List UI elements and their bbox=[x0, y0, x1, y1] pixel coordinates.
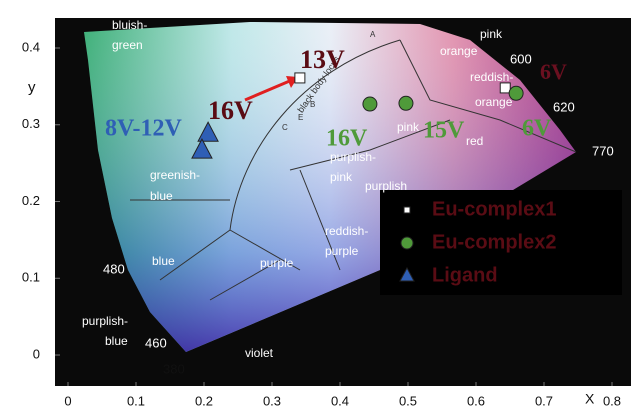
region-label: orange bbox=[440, 44, 478, 58]
y-axis-label: y bbox=[28, 79, 36, 96]
region-label: blue bbox=[150, 189, 173, 203]
region-label: orange bbox=[475, 95, 513, 109]
wavelength-label: 480 bbox=[103, 261, 125, 276]
y-tick-label: 0.2 bbox=[22, 193, 40, 208]
region-label: bluish- bbox=[112, 18, 147, 32]
arrow bbox=[244, 78, 293, 102]
x-tick-label: 0.8 bbox=[603, 393, 621, 408]
point-label: 8V-12V bbox=[105, 116, 183, 142]
marker bbox=[197, 121, 219, 142]
x-tick-label: 0.1 bbox=[127, 393, 145, 408]
region-label: B bbox=[310, 100, 315, 109]
x-tick-label: 0 bbox=[64, 393, 71, 408]
point-label: 16V bbox=[326, 126, 368, 152]
point-label: 6V bbox=[540, 59, 567, 84]
wavelength-label: 600 bbox=[510, 51, 532, 66]
region-label: purplish- bbox=[330, 150, 376, 164]
legend-marker bbox=[399, 266, 415, 282]
x-tick-label: 0.5 bbox=[399, 393, 417, 408]
wavelength-label: 620 bbox=[553, 99, 575, 114]
marker bbox=[499, 82, 511, 94]
region-label: blue bbox=[105, 334, 128, 348]
region-label: pink bbox=[480, 27, 503, 41]
region-label: red bbox=[466, 134, 483, 148]
region-label: reddish- bbox=[470, 70, 513, 84]
region-label: purple bbox=[325, 244, 359, 258]
y-tick-label: 0.3 bbox=[22, 116, 40, 131]
region-label: purple bbox=[260, 256, 294, 270]
wavelength-label: 460 bbox=[145, 335, 167, 350]
wavelength-label: 770 bbox=[592, 143, 614, 158]
region-borders bbox=[130, 39, 577, 301]
region-label: E bbox=[298, 113, 303, 122]
region-label: C bbox=[282, 123, 288, 132]
region-label: greenish- bbox=[150, 168, 200, 182]
legend-label: Eu-complex2 bbox=[432, 231, 556, 253]
x-axis-label: X bbox=[585, 391, 595, 407]
y-tick-label: 0 bbox=[33, 346, 40, 361]
locus-shade bbox=[84, 22, 576, 352]
point-label: 15V bbox=[423, 118, 465, 144]
region-label: blue bbox=[152, 254, 175, 268]
wavelength-label: 380 bbox=[163, 361, 185, 376]
legend-label: Eu-complex1 bbox=[432, 198, 556, 220]
region-label: pink bbox=[330, 170, 353, 184]
marker bbox=[191, 138, 213, 159]
legend-label: Ligand bbox=[432, 264, 498, 286]
region-label: purplish bbox=[365, 179, 407, 193]
region-label: violet bbox=[245, 346, 274, 360]
x-tick-label: 0.4 bbox=[331, 393, 349, 408]
point-label: 13V bbox=[300, 45, 345, 74]
point-label: 6V bbox=[522, 116, 552, 142]
region-label: A bbox=[370, 30, 376, 39]
legend bbox=[380, 190, 622, 295]
marker bbox=[398, 95, 414, 111]
region-label: pink bbox=[397, 120, 420, 134]
x-tick-label: 0.6 bbox=[467, 393, 485, 408]
region-label: green bbox=[112, 38, 143, 52]
region-label: reddish- bbox=[325, 224, 368, 238]
legend-marker bbox=[403, 206, 411, 214]
y-tick-label: 0.4 bbox=[22, 39, 40, 54]
x-tick-label: 0.3 bbox=[263, 393, 281, 408]
region-label: purplish- bbox=[82, 314, 128, 328]
marker bbox=[508, 85, 524, 101]
marker bbox=[294, 72, 306, 84]
legend-marker bbox=[400, 236, 414, 250]
y-tick-label: 0.1 bbox=[22, 270, 40, 285]
x-tick-label: 0.7 bbox=[535, 393, 553, 408]
x-tick-label: 0.2 bbox=[195, 393, 213, 408]
point-label: 16V bbox=[208, 96, 253, 125]
marker bbox=[362, 96, 378, 112]
